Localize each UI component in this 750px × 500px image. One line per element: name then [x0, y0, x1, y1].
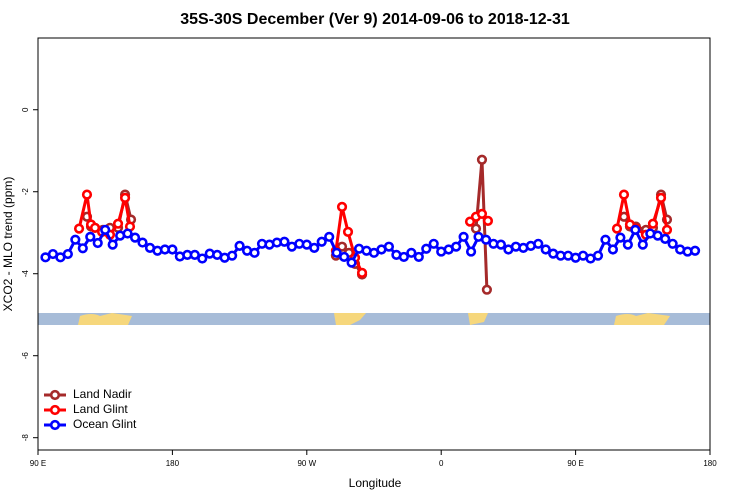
- point: [607, 244, 619, 255]
- legend-marker: [49, 419, 61, 431]
- point: [647, 218, 659, 229]
- x-tick-label: 180: [166, 459, 180, 468]
- point: [451, 241, 462, 252]
- land-band: [614, 313, 670, 325]
- point: [324, 231, 335, 242]
- land-band: [334, 313, 366, 325]
- point: [129, 232, 141, 243]
- plot-frame: [37, 37, 711, 451]
- point: [189, 249, 200, 260]
- point: [592, 250, 604, 261]
- point: [406, 247, 417, 258]
- point: [482, 215, 494, 226]
- point: [234, 240, 245, 251]
- point: [62, 248, 73, 260]
- x-tick-label: 0: [439, 459, 444, 468]
- point: [107, 239, 118, 250]
- point: [249, 247, 260, 258]
- point: [611, 223, 623, 234]
- point: [689, 245, 701, 256]
- chart-title: 35S-30S December (Ver 9) 2014-09-06 to 2…: [180, 11, 570, 28]
- point: [533, 238, 544, 249]
- point: [480, 234, 492, 245]
- point: [70, 234, 81, 245]
- point: [413, 251, 424, 263]
- point: [428, 238, 439, 249]
- point: [227, 250, 238, 261]
- point: [618, 189, 630, 200]
- y-tick-label: 0: [21, 107, 30, 112]
- point: [122, 228, 133, 239]
- point: [309, 242, 320, 253]
- point: [85, 231, 96, 242]
- point: [661, 224, 673, 235]
- point: [458, 231, 469, 242]
- point: [356, 267, 368, 279]
- point: [660, 233, 671, 244]
- ocean-band: [38, 313, 710, 325]
- point: [655, 192, 667, 203]
- point: [346, 257, 357, 268]
- surface-band: [38, 313, 710, 325]
- point: [495, 239, 507, 250]
- point: [667, 238, 678, 249]
- y-tick-label: -6: [21, 352, 30, 360]
- point: [481, 284, 492, 295]
- point: [637, 239, 648, 250]
- point: [465, 246, 477, 257]
- point: [279, 236, 290, 247]
- legend-marker: [49, 389, 61, 401]
- x-tick-label: 180: [703, 459, 717, 468]
- point: [600, 234, 611, 245]
- x-tick-label: 90 E: [30, 459, 46, 468]
- legend-label: Ocean Glint: [73, 417, 137, 431]
- point: [331, 247, 342, 258]
- point: [73, 223, 85, 234]
- y-tick-label: -8: [21, 434, 30, 442]
- point: [336, 201, 348, 212]
- point: [119, 192, 131, 203]
- point: [81, 189, 93, 200]
- point: [77, 243, 88, 254]
- point: [92, 237, 103, 249]
- y-axis-label: XCO2 - MLO trend (ppm): [1, 177, 15, 312]
- point: [421, 243, 432, 254]
- point: [622, 239, 633, 250]
- point: [476, 154, 488, 165]
- land-band: [468, 313, 488, 325]
- point: [383, 241, 395, 252]
- point: [137, 237, 148, 248]
- point: [398, 251, 409, 263]
- point: [339, 251, 350, 263]
- point: [197, 253, 208, 264]
- legend-label: Land Glint: [73, 402, 128, 416]
- point: [342, 226, 354, 238]
- point: [89, 222, 101, 233]
- land-band: [78, 313, 132, 325]
- point: [100, 224, 111, 235]
- legend-label: Land Nadir: [73, 387, 132, 401]
- point: [540, 244, 551, 255]
- x-tick-label: 90 W: [297, 459, 316, 468]
- point: [112, 218, 124, 229]
- series-line: [85, 159, 669, 290]
- point: [470, 223, 482, 234]
- point: [167, 244, 178, 255]
- y-tick-label: -4: [21, 270, 30, 278]
- point: [476, 208, 488, 219]
- point: [630, 224, 641, 235]
- y-tick-label: -2: [21, 188, 30, 196]
- point: [615, 232, 626, 243]
- x-axis-label: Longitude: [349, 476, 402, 490]
- legend-marker: [49, 404, 61, 416]
- x-tick-label: 90 E: [567, 459, 583, 468]
- point: [316, 236, 327, 247]
